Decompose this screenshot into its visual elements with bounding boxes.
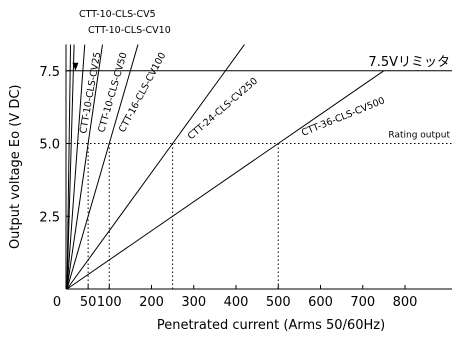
limit-label: 7.5Vリミッタ xyxy=(368,55,450,70)
x-tick-label: 800 xyxy=(393,295,418,310)
limit-arrow xyxy=(72,62,79,71)
y-tick-label: 7.5 xyxy=(39,65,60,80)
y-tick-label: 2.5 xyxy=(39,210,60,225)
rating-label: Rating output xyxy=(388,131,450,141)
x-axis-title: Penetrated current (Arms 50/60Hz) xyxy=(157,318,385,333)
series-label: CTT-10-CLS-CV10 xyxy=(88,25,171,36)
x-tick-label: 600 xyxy=(308,295,333,310)
series-label: CTT-36-CLS-CV500 xyxy=(300,95,386,138)
series-line xyxy=(66,44,75,290)
x-tick-label: 300 xyxy=(181,295,206,310)
series-line xyxy=(66,44,245,290)
x-tick-label: 200 xyxy=(139,295,164,310)
series-line xyxy=(66,70,385,290)
x-tick-label: 50 xyxy=(80,295,97,310)
series-line xyxy=(66,44,86,290)
series-line xyxy=(66,44,139,290)
x-tick-label: 500 xyxy=(266,295,291,310)
y-axis-title: Output voltage Eo (V DC) xyxy=(8,84,23,249)
series-line xyxy=(66,44,72,290)
y-tick-label: 5.0 xyxy=(39,138,60,153)
series-label: CTT-10-CLS-CV5 xyxy=(79,9,156,20)
x-tick-label: 700 xyxy=(350,295,375,310)
series-line xyxy=(66,44,103,290)
series-label: CTT-24-CLS-CV250 xyxy=(186,76,260,143)
x-tick-label: 100 xyxy=(97,295,122,310)
x-tick-label: 0 xyxy=(53,295,61,310)
x-tick-label: 400 xyxy=(224,295,249,310)
